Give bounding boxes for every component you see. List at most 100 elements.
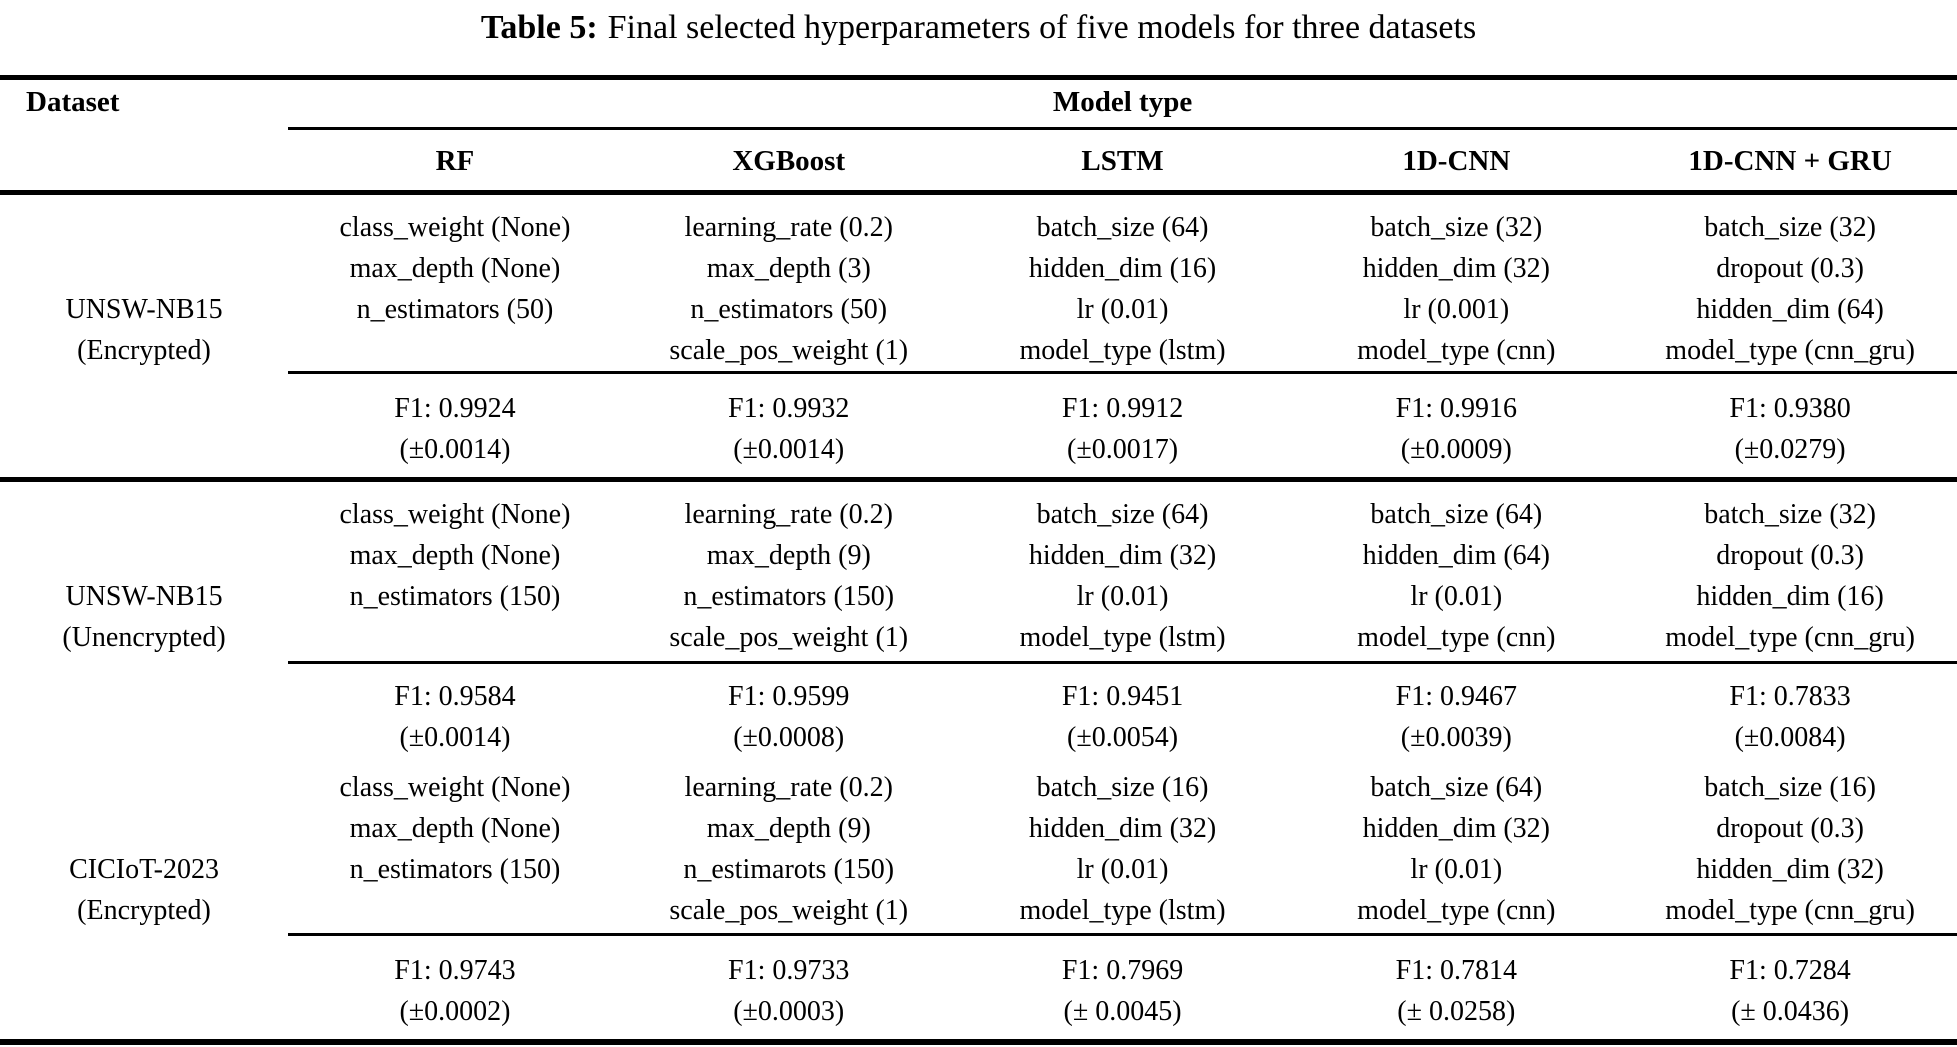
f1-value-cell: F1: 0.9380 xyxy=(1729,393,1851,424)
param-cell: dropout (0.3) xyxy=(1716,813,1864,844)
f1-value-cell: F1: 0.7833 xyxy=(1729,681,1851,712)
table-caption: Table 5: Final selected hyperparameters … xyxy=(0,0,1957,75)
param-cell: batch_size (32) xyxy=(1370,212,1543,243)
param-cell: learning_rate (0.2) xyxy=(684,772,893,803)
column-header-1d-cnn-gru: 1D-CNN + GRU xyxy=(1688,145,1892,177)
f1-value-cell: F1: 0.9924 xyxy=(394,393,516,424)
param-cell: hidden_dim (32) xyxy=(1028,540,1217,571)
param-cell: model_type (cnn) xyxy=(1357,895,1556,926)
f1-std-cell: (±0.0084) xyxy=(1734,722,1846,753)
param-cell: n_estimarots (150) xyxy=(683,854,895,885)
dataset-label-line: (Encrypted) xyxy=(77,895,211,926)
param-cell: batch_size (64) xyxy=(1036,212,1209,243)
param-cell: hidden_dim (32) xyxy=(1362,253,1551,284)
param-cell: lr (0.01) xyxy=(1076,854,1169,885)
f1-std-cell: (±0.0054) xyxy=(1067,722,1179,753)
param-cell: class_weight (None) xyxy=(339,499,571,530)
param-cell: lr (0.01) xyxy=(1410,581,1503,612)
table-caption-text: Final selected hyperparameters of five m… xyxy=(607,9,1477,46)
param-cell: model_type (cnn) xyxy=(1357,622,1556,653)
f1-std-cell: (±0.0008) xyxy=(733,722,845,753)
model-columns-header-row: RF XGBoost LSTM 1D-CNN 1D-CNN + GRU xyxy=(0,130,1957,190)
param-cell: n_estimators (150) xyxy=(349,581,561,612)
param-cell: scale_pos_weight (1) xyxy=(669,335,909,366)
param-cell: hidden_dim (32) xyxy=(1362,813,1551,844)
param-cell: hidden_dim (32) xyxy=(1028,813,1217,844)
params-grid-ciciot-2023-encrypted: class_weight (None) learning_rate (0.2) … xyxy=(0,762,1957,933)
f1-value-cell: F1: 0.9733 xyxy=(728,955,850,986)
empty-cell xyxy=(0,248,288,289)
param-cell: hidden_dim (64) xyxy=(1362,540,1551,571)
params-f1-divider-rule xyxy=(288,933,1957,936)
param-cell: dropout (0.3) xyxy=(1716,540,1864,571)
param-cell xyxy=(288,890,622,931)
param-cell: hidden_dim (32) xyxy=(1696,854,1884,885)
f1-value-cell: F1: 0.9467 xyxy=(1395,681,1517,712)
f1-std-cell: (± 0.0436) xyxy=(1731,996,1850,1027)
column-header-xgboost: XGBoost xyxy=(732,145,846,177)
param-cell: scale_pos_weight (1) xyxy=(669,622,909,653)
param-cell: max_depth (3) xyxy=(706,253,871,284)
empty-cell xyxy=(0,950,288,991)
f1-value-cell: F1: 0.9599 xyxy=(728,681,850,712)
empty-cell xyxy=(0,388,288,429)
f1-std-cell: (±0.0003) xyxy=(733,996,845,1027)
f1-std-cell: (±0.0009) xyxy=(1400,434,1512,465)
empty-cell xyxy=(0,207,288,248)
f1-value-cell: F1: 0.9743 xyxy=(394,955,516,986)
param-cell: model_type (cnn) xyxy=(1357,335,1556,366)
dataset-label-line: CICIoT-2023 xyxy=(69,854,219,885)
param-cell: scale_pos_weight (1) xyxy=(669,895,909,926)
param-cell: batch_size (16) xyxy=(1036,772,1209,803)
section-divider-rule xyxy=(0,477,1957,482)
dataset-label-line: (Encrypted) xyxy=(77,335,211,366)
f1-std-cell: (± 0.0258) xyxy=(1397,996,1516,1027)
f1-std-cell: (±0.0014) xyxy=(399,722,511,753)
params-grid-unsw-nb15-unencrypted: class_weight (None) learning_rate (0.2) … xyxy=(0,482,1957,661)
f1-std-cell: (±0.0014) xyxy=(399,434,511,465)
param-cell: batch_size (64) xyxy=(1370,772,1543,803)
model-type-group-header: Model type xyxy=(1052,86,1193,118)
table-caption-label: Table 5: xyxy=(480,9,598,46)
f1-std-cell: (±0.0039) xyxy=(1400,722,1512,753)
f1-value-cell: F1: 0.9912 xyxy=(1061,393,1184,424)
params-grid-unsw-nb15-encrypted: class_weight (None) learning_rate (0.2) … xyxy=(0,195,1957,371)
param-cell: dropout (0.3) xyxy=(1716,253,1864,284)
empty-cell xyxy=(0,494,288,535)
empty-cell xyxy=(0,717,288,758)
param-cell: model_type (lstm) xyxy=(1019,622,1226,653)
param-cell: n_estimators (50) xyxy=(356,294,554,325)
param-cell: lr (0.01) xyxy=(1076,294,1169,325)
empty-cell xyxy=(0,535,288,576)
param-cell: batch_size (32) xyxy=(1704,499,1877,530)
empty-cell xyxy=(0,676,288,717)
model-type-underline xyxy=(288,127,1957,130)
empty-cell xyxy=(0,429,288,470)
empty-cell xyxy=(0,767,288,808)
f1-value-cell: F1: 0.7814 xyxy=(1395,955,1517,986)
column-header-1d-cnn: 1D-CNN xyxy=(1402,145,1511,177)
f1-grid-unsw-nb15-unencrypted: F1: 0.9584 F1: 0.9599 F1: 0.9451 F1: 0.9… xyxy=(0,664,1957,762)
f1-std-cell: (±0.0014) xyxy=(733,434,845,465)
dataset-label-line: (Unencrypted) xyxy=(62,622,226,653)
header-spacer-cell xyxy=(0,130,288,190)
f1-std-cell: (±0.0017) xyxy=(1067,434,1179,465)
param-cell: n_estimators (150) xyxy=(349,854,561,885)
param-cell: lr (0.01) xyxy=(1410,854,1503,885)
f1-grid-unsw-nb15-encrypted: F1: 0.9924 F1: 0.9932 F1: 0.9912 F1: 0.9… xyxy=(0,374,1957,477)
param-cell: model_type (lstm) xyxy=(1019,335,1226,366)
dataset-label-line: UNSW-NB15 xyxy=(65,581,223,612)
param-cell: batch_size (64) xyxy=(1370,499,1543,530)
param-cell: max_depth (None) xyxy=(349,253,561,284)
empty-cell xyxy=(0,808,288,849)
column-header-lstm: LSTM xyxy=(1081,145,1164,177)
empty-cell xyxy=(0,991,288,1032)
f1-std-cell: (±0.0279) xyxy=(1734,434,1846,465)
param-cell: hidden_dim (16) xyxy=(1028,253,1217,284)
param-cell: model_type (cnn_gru) xyxy=(1665,335,1915,366)
param-cell: class_weight (None) xyxy=(339,212,571,243)
param-cell: model_type (cnn_gru) xyxy=(1665,895,1915,926)
param-cell: batch_size (16) xyxy=(1704,772,1877,803)
f1-value-cell: F1: 0.7969 xyxy=(1061,955,1184,986)
table-bottom-rule xyxy=(0,1039,1957,1045)
